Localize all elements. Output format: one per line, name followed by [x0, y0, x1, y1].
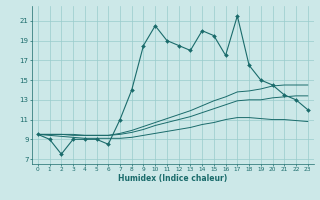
X-axis label: Humidex (Indice chaleur): Humidex (Indice chaleur) [118, 174, 228, 183]
